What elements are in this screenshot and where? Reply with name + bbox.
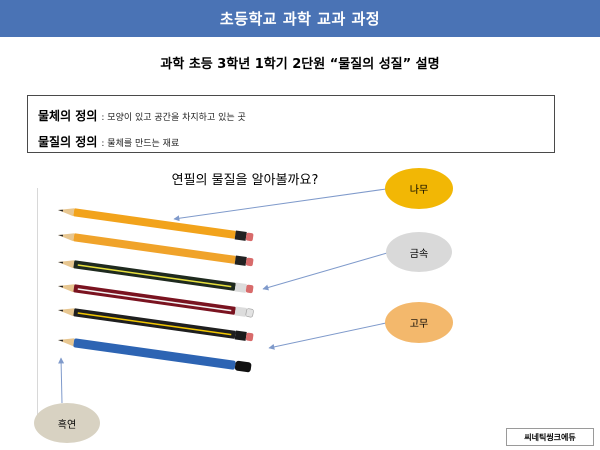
material-text: : 물체를 만드는 재료: [101, 139, 180, 149]
divider-line: [37, 188, 38, 420]
pencil-4-ferrule: [234, 306, 247, 317]
pencil-question: 연필의 물질을 알아볼까요?: [171, 173, 319, 188]
pencil-1-lead: [58, 209, 64, 212]
arrow-rubber: [268, 322, 387, 350]
pencil-2-ferrule: [234, 255, 247, 266]
pencil-4: [58, 284, 254, 318]
arrow-wood: [173, 188, 387, 222]
pencil-5: [58, 308, 254, 342]
pencil-3: [58, 260, 254, 294]
header-bar: 초등학교 과학 교과 과정: [0, 0, 600, 37]
definition-box: 물체의 정의: 모양이 있고 공간을 차지하고 있는 곳 물질의 정의: 물체를…: [27, 95, 555, 153]
pencil-2-tip-wood: [58, 233, 75, 242]
pencil-3-lead: [58, 261, 64, 264]
wood-bubble: 나무: [385, 168, 453, 209]
pencil-2-body: [73, 233, 236, 264]
pencil-1-ferrule: [234, 230, 247, 241]
pencil-6-lead: [58, 339, 64, 342]
pencil-3-eraser: [245, 284, 254, 294]
pencil-1-eraser: [245, 232, 254, 242]
pencil-2-lead: [58, 234, 64, 237]
pencil-6: [58, 338, 252, 373]
pencil-2: [58, 233, 254, 267]
object-definition: 물체의 정의: 모양이 있고 공간을 차지하고 있는 곳: [38, 105, 246, 124]
graphite-bubble: 흑연: [34, 403, 100, 443]
pencil-5-lead: [58, 309, 64, 312]
arrow-graphite: [58, 357, 65, 404]
header-title: 초등학교 과학 교과 과정: [219, 10, 381, 28]
pencil-5-ferrule: [234, 330, 247, 341]
pencil-1-body: [73, 208, 236, 239]
pencil-5-tip-wood: [58, 308, 75, 317]
metal-bubble: 금속: [386, 232, 452, 272]
pencil-3-stripe: [77, 264, 232, 288]
object-text: : 모양이 있고 공간을 차지하고 있는 곳: [101, 113, 246, 123]
pencil-5-eraser: [245, 332, 254, 342]
pencil-4-stripe: [77, 288, 232, 312]
pencil-4-lead: [58, 285, 64, 288]
pencil-6-body: [73, 338, 236, 370]
pencil-2-eraser: [245, 257, 254, 267]
pencil-5-stripe: [77, 312, 232, 336]
pencil-1: [58, 208, 254, 242]
arrow-metal: [262, 252, 388, 291]
pencil-3-ferrule: [234, 282, 247, 293]
material-definition: 물질의 정의: 물체를 만드는 재료: [38, 131, 179, 150]
pencil-3-tip-wood: [58, 260, 75, 269]
pencil-4-tip-wood: [58, 284, 75, 293]
pencil-6-tip-wood: [58, 338, 75, 347]
pencil-1-tip-wood: [58, 208, 75, 217]
lesson-subtitle: 과학 초등 3학년 1학기 2단원 “물질의 성질” 설명: [160, 57, 440, 72]
object-term: 물체의 정의: [38, 109, 98, 123]
material-term: 물질의 정의: [38, 135, 98, 149]
brand-tag: 씨네틱씽크에듀: [506, 428, 594, 446]
rubber-bubble: 고무: [385, 302, 453, 343]
pencil-6-cap: [234, 360, 252, 373]
pencil-4-eraser: [245, 308, 254, 318]
